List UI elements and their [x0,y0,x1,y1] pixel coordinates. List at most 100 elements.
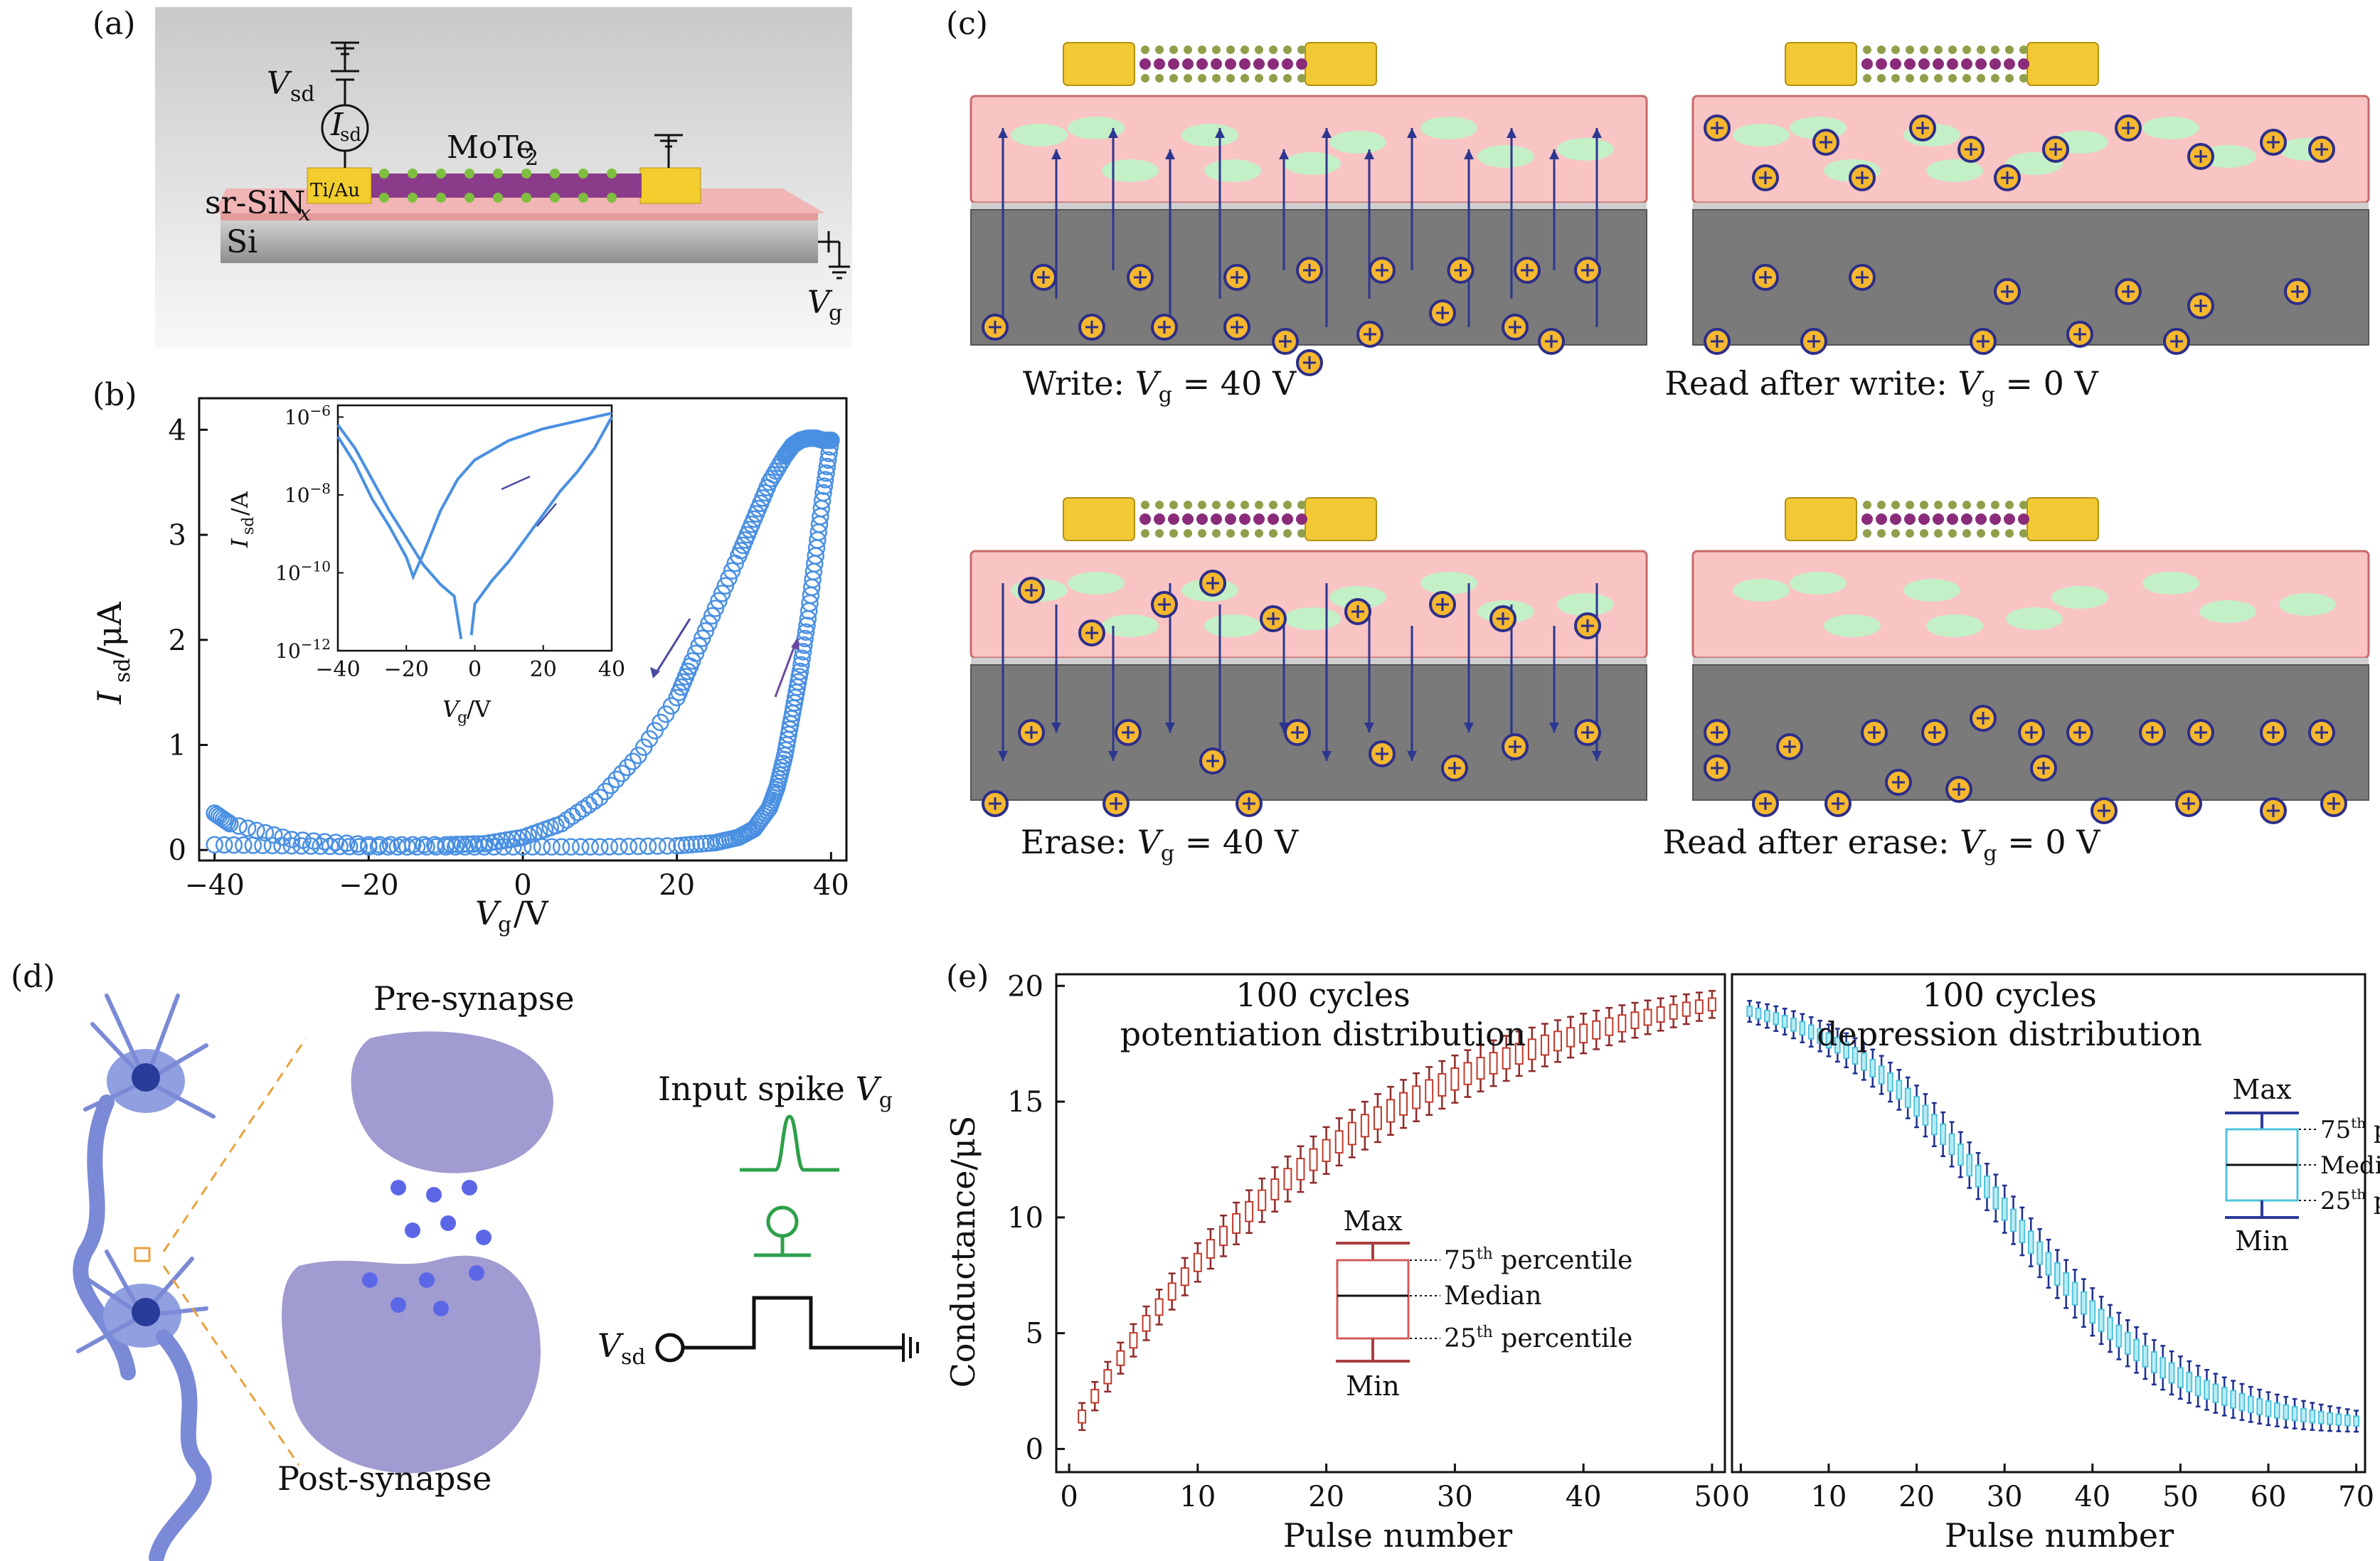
e-left-box [1347,1122,1356,1146]
e-left-box [1438,1073,1447,1097]
c-carrier-arrowhead [1051,723,1061,732]
b-main-point [248,821,265,840]
c-mote2-chalcogen-bottom [1169,529,1178,538]
e-left-box [1180,1267,1189,1286]
b-main-point [730,547,748,565]
b-xtick-label: 0 [514,869,531,902]
e-right-box [2019,1219,2026,1244]
c-carrier-arrowhead [1322,751,1332,761]
b-ylabel-unit: /μA [90,602,129,658]
c-mote2-chalcogen-top [1198,501,1206,509]
e-right-box [1869,1058,1876,1078]
c-electrode-left [1785,42,1857,86]
c-mote2-chalcogen-top [1891,46,1900,54]
c-trap-site [1557,593,1614,616]
c-mote2-chalcogen-bottom [1863,529,1871,538]
b-main-point [600,838,619,856]
c-trap-site [1204,614,1261,637]
c-carrier-arrowhead [1464,723,1474,732]
c-mote2-metal-atom [1918,58,1930,70]
c-mote2-chalcogen-bottom [1212,74,1221,82]
b-main-point [256,824,275,842]
c-mote2-chalcogen-bottom [1877,529,1886,538]
c-mote2-metal-atom [1933,513,1944,525]
c-mote2-chalcogen-bottom [1934,74,1943,82]
c-mote2-chalcogen-bottom [1948,74,1957,82]
b-main-point [793,649,811,667]
e-left-box [1232,1213,1241,1234]
e-right-box [2353,1415,2360,1427]
c-mote2-chalcogen-bottom [1906,529,1914,538]
e-left-ytick-label: 5 [1026,1318,1043,1350]
panel-a-label: (a) [92,6,136,42]
c-caption-3-post: = 0 V [1997,823,2101,861]
c-mote2-chalcogen-bottom [1184,74,1192,82]
c-trap-site [1329,586,1386,609]
b-main-point [720,569,738,587]
b-main-point [514,829,532,846]
b-ytick-label: 1 [169,730,186,762]
e-right-box [1764,1010,1770,1023]
b-ytick-label: 2 [169,624,186,657]
e-left-frame [1055,973,1726,1474]
c-electrode-left [1785,497,1857,541]
e-right-box [1930,1114,1938,1136]
c-mote2-chalcogen-bottom [1934,529,1943,538]
c-carrier-arrowhead [1549,723,1559,732]
b-inset-xlabel: V [442,696,461,723]
b-main-point [596,782,615,801]
b-ylabel-sub: sd [110,658,135,683]
c-mote2-chalcogen-top [1877,46,1886,54]
c-mote2-chalcogen-top [1155,46,1164,54]
c-mote2-chalcogen-bottom [1241,529,1249,538]
e-left-box [1476,1057,1485,1080]
e-xlabel-left: Pulse number [1283,1516,1512,1555]
e-right-box [2344,1415,2351,1427]
vg-label: V [807,284,833,321]
c-trap-site [1926,614,1983,637]
b-main-point [817,464,835,482]
c-mote2-chalcogen-top [1906,46,1914,54]
d-vsd-sub: sd [621,1345,646,1370]
panel-b-label: (b) [92,377,137,413]
b-main-point [673,836,691,855]
b-main-point [369,838,388,856]
b-main-point [687,835,705,853]
e-right-box [1834,1036,1841,1054]
e-left-box [1206,1239,1215,1259]
e-right-box [2001,1197,2008,1221]
e-right-xtick-label: 50 [2162,1481,2199,1513]
c-caption-2-pre: Erase: [1021,823,1137,861]
e-left-box [1129,1332,1138,1349]
c-mote2-metal-atom [1225,58,1236,70]
c-mote2-chalcogen-bottom [2005,529,2014,538]
b-main-point [780,441,798,459]
e-right-box [1746,1006,1753,1017]
e-left-legend: Max Min 75th percentile Median 25th perc… [1336,1205,1632,1402]
c-carrier-arrowhead [1279,149,1289,159]
e-right-box [1755,1007,1762,1020]
channel-line [683,1296,903,1350]
e-right-box [2247,1395,2254,1414]
gate-terminal [766,1205,799,1238]
e-right-box [2212,1383,2219,1403]
e-left-box [1514,1043,1524,1065]
c-mote2-chalcogen-top [2005,501,2014,509]
vg-sub: g [829,301,842,326]
e-left-box [1592,1020,1601,1040]
c-mote2-metal-atom [1933,58,1944,70]
b-main-point [558,811,576,829]
e-left-box [1656,1006,1665,1023]
e-left-box [1527,1038,1536,1060]
e-right-box [2273,1402,2280,1419]
b-main-point [703,607,721,625]
c-srsin-layer [969,550,1648,659]
b-inset-xtick-label: 40 [598,657,625,682]
legend-right-p25: 25th percentile [2320,1186,2380,1215]
c-mote2-metal-atom [1890,58,1901,70]
b-main-point [338,834,356,852]
b-main-point [254,836,272,855]
c-electrode-right [2026,497,2099,541]
b-main-point [639,837,657,856]
e-right-xtick-label: 10 [1811,1481,1847,1513]
